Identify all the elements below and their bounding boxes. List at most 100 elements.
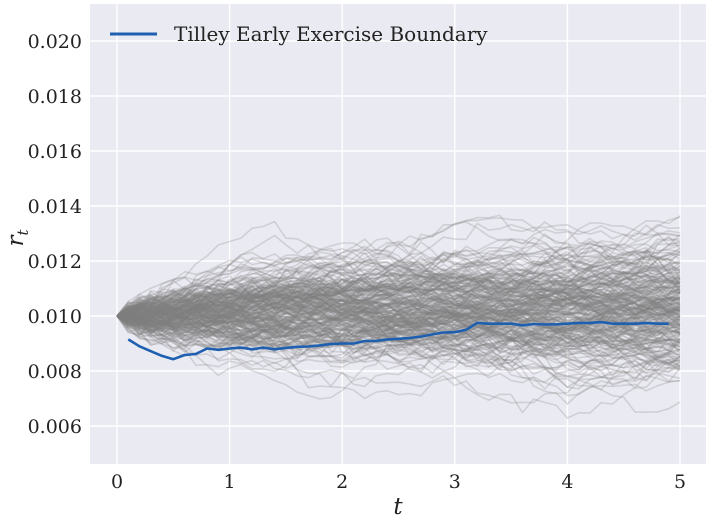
simulated-path <box>116 298 681 332</box>
simulated-path <box>116 236 681 317</box>
x-tick-label: 1 <box>224 471 236 493</box>
simulated-path <box>116 302 681 368</box>
simulated-path <box>116 313 681 414</box>
simulated-path <box>116 294 681 354</box>
simulated-path <box>116 280 681 327</box>
simulated-path <box>116 302 681 383</box>
simulated-path <box>116 267 681 318</box>
simulated-path <box>116 300 681 333</box>
simulated-path <box>116 297 681 368</box>
simulated-path <box>116 298 681 350</box>
simulated-path <box>116 214 681 338</box>
simulated-path <box>116 285 681 320</box>
simulated-path <box>116 291 681 330</box>
simulated-path <box>116 257 681 317</box>
simulated-path <box>116 249 681 325</box>
simulated-path <box>116 268 681 341</box>
simulated-path <box>116 311 681 350</box>
simulated-path <box>116 255 681 317</box>
simulated-path <box>116 315 681 365</box>
simulated-path <box>116 240 681 317</box>
simulated-path <box>116 287 681 332</box>
simulated-path <box>116 282 681 332</box>
simulated-path <box>116 235 681 319</box>
simulated-path <box>116 315 681 370</box>
simulated-path <box>116 296 681 351</box>
simulated-path <box>116 295 681 353</box>
simulated-path <box>116 273 681 333</box>
simulated-path <box>116 294 681 338</box>
simulated-path <box>116 285 681 352</box>
simulated-path <box>116 297 681 335</box>
simulated-path <box>116 315 681 380</box>
simulated-path <box>116 306 681 350</box>
simulated-path <box>116 293 681 338</box>
simulated-path <box>116 248 681 330</box>
simulated-path <box>116 284 681 317</box>
x-axis-label: t <box>393 494 403 520</box>
simulated-path <box>116 307 681 348</box>
simulated-path <box>116 250 681 324</box>
simulated-path <box>116 309 681 383</box>
simulated-path <box>116 297 681 354</box>
simulated-path <box>116 290 681 330</box>
simulated-path <box>116 296 681 340</box>
simulated-path <box>116 259 681 331</box>
x-tick-label: 5 <box>674 471 686 493</box>
simulated-path <box>116 310 681 351</box>
simulated-path <box>116 259 681 320</box>
simulated-path <box>116 245 681 327</box>
simulated-path <box>116 288 681 382</box>
simulated-path <box>116 288 681 347</box>
simulated-path <box>116 291 681 354</box>
simulated-path <box>116 297 681 355</box>
simulated-path <box>116 282 681 327</box>
simulated-path <box>116 301 681 391</box>
simulated-path <box>116 237 681 336</box>
simulated-path <box>116 304 681 343</box>
simulated-path <box>116 315 681 375</box>
simulated-path <box>116 308 681 382</box>
simulated-path <box>116 254 681 321</box>
simulated-path <box>116 265 681 318</box>
simulated-path <box>116 292 681 327</box>
simulated-path <box>116 249 681 317</box>
simulated-path <box>116 215 681 326</box>
y-tick-label: 0.006 <box>28 416 82 438</box>
simulated-path <box>116 268 681 330</box>
simulated-path <box>116 299 681 351</box>
simulated-path <box>116 248 681 317</box>
simulated-path <box>116 272 681 333</box>
simulated-path <box>116 303 681 368</box>
simulated-path <box>116 284 681 325</box>
simulated-path <box>116 270 681 334</box>
simulated-path <box>116 246 681 317</box>
simulated-path <box>116 278 681 326</box>
simulated-path <box>116 234 681 317</box>
simulated-path <box>116 313 681 378</box>
simulated-path <box>116 294 681 362</box>
simulated-path <box>116 285 681 340</box>
y-axis-label-sub: t <box>14 229 32 236</box>
simulated-path <box>116 298 681 371</box>
simulated-path <box>116 297 681 350</box>
simulated-path <box>116 246 681 334</box>
simulated-path <box>116 271 681 329</box>
simulated-path <box>116 242 681 317</box>
y-axis-label-main: r <box>3 234 29 247</box>
y-tick-label: 0.016 <box>28 141 82 163</box>
x-tick-label: 3 <box>449 471 461 493</box>
simulated-path <box>116 267 681 318</box>
simulated-path <box>116 299 681 369</box>
series-lines <box>127 320 669 361</box>
simulated-path <box>116 297 681 346</box>
simulated-path <box>116 308 681 349</box>
simulated-path <box>116 259 681 337</box>
simulated-path <box>116 281 681 323</box>
simulated-path <box>116 296 681 355</box>
simulated-path <box>116 310 681 359</box>
simulated-path <box>116 278 681 333</box>
grid-lines <box>90 4 706 464</box>
simulated-path <box>116 277 681 323</box>
